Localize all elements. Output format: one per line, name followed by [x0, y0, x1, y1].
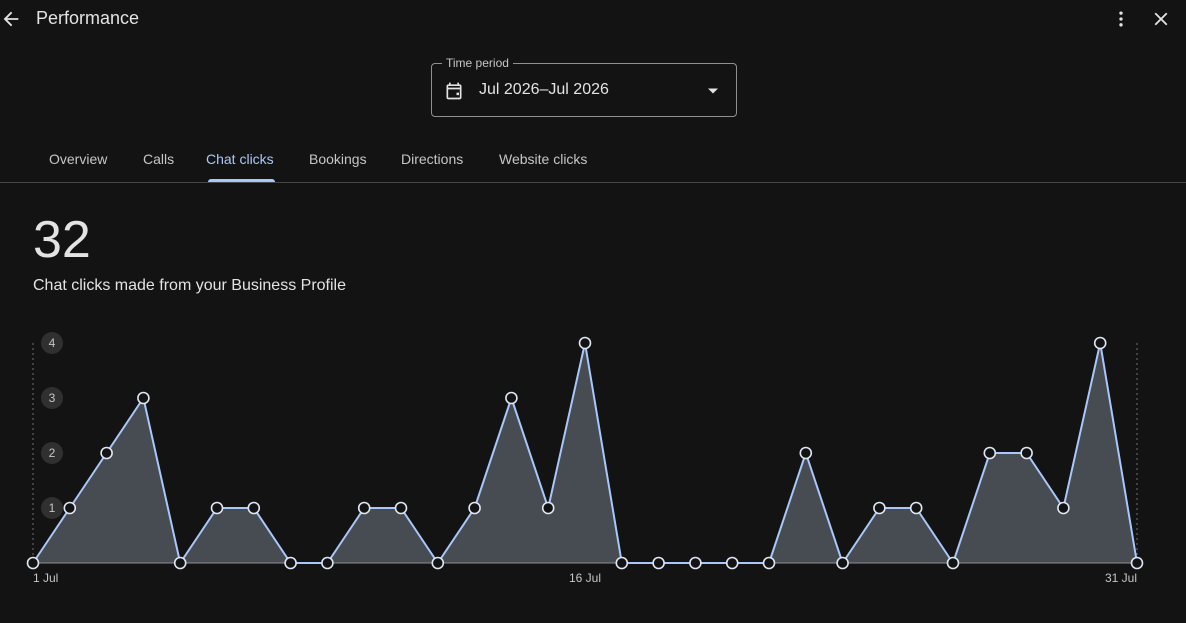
calendar-icon — [444, 81, 464, 101]
data-point — [689, 556, 702, 570]
page-title: Performance — [36, 8, 140, 28]
data-point — [836, 556, 849, 570]
data-point — [1093, 336, 1107, 350]
tab-directions[interactable]: Directions — [401, 151, 464, 167]
data-point — [762, 556, 776, 570]
y-tick-label: 4 — [49, 336, 56, 350]
data-point — [1057, 501, 1070, 515]
time-period-select[interactable]: Jul 2026–Jul 2026 — [431, 63, 737, 117]
x-tick-label: 16 Jul — [569, 571, 601, 585]
tab-overview[interactable]: Overview — [49, 151, 108, 167]
data-point — [799, 446, 813, 460]
data-point — [137, 391, 150, 405]
data-point — [468, 501, 481, 515]
data-point — [247, 501, 261, 515]
summary-caption: Chat clicks made from your Business Prof… — [33, 277, 346, 294]
more-vert-icon[interactable] — [1111, 8, 1131, 30]
y-tick-label: 1 — [49, 501, 56, 515]
data-point — [357, 501, 371, 515]
data-point — [541, 501, 555, 515]
data-point — [431, 556, 445, 570]
y-tick-label: 2 — [49, 446, 56, 460]
y-tick-badge — [41, 387, 63, 409]
time-period-value: Jul 2026–Jul 2026 — [479, 81, 609, 98]
y-tick-badge — [41, 332, 63, 354]
tab-chat-clicks[interactable]: Chat clicks — [206, 151, 274, 167]
data-point — [725, 556, 739, 570]
data-point — [1020, 446, 1033, 460]
dropdown-arrow-icon — [706, 84, 720, 98]
data-point — [505, 391, 518, 405]
data-point — [652, 556, 665, 570]
data-point — [63, 501, 77, 515]
x-tick-label: 31 Jul — [1105, 571, 1137, 585]
data-point — [1130, 556, 1144, 570]
data-point — [100, 446, 113, 460]
chat-clicks-chart: 1 2 3 4 1 Jul 16 Jul 31 Jul — [26, 332, 1144, 585]
time-period-label: Time period — [442, 56, 513, 70]
data-point — [26, 556, 40, 570]
tab-bookings[interactable]: Bookings — [309, 151, 367, 167]
x-tick-label: 1 Jul — [33, 571, 58, 585]
data-point — [909, 501, 923, 515]
tab-calls[interactable]: Calls — [143, 151, 175, 167]
active-tab-indicator — [208, 179, 275, 182]
area-fill — [33, 343, 1137, 563]
back-arrow-icon[interactable] — [0, 8, 22, 30]
data-point — [284, 556, 297, 570]
top-bar: Performance — [0, 0, 1186, 40]
data-point — [873, 501, 886, 515]
close-icon[interactable] — [1150, 8, 1172, 30]
y-tick-label: 3 — [49, 391, 56, 405]
data-point — [983, 446, 997, 460]
tab-bar: Overview Calls Chat clicks Bookings Dire… — [0, 140, 1186, 183]
data-point — [946, 556, 960, 570]
data-point — [615, 556, 629, 570]
y-tick-badge — [41, 442, 63, 464]
data-point — [173, 556, 187, 570]
data-point — [394, 501, 408, 515]
y-tick-badge — [41, 497, 63, 519]
tab-website-clicks[interactable]: Website clicks — [499, 151, 588, 167]
data-point — [210, 501, 224, 515]
data-point — [578, 336, 592, 350]
total-chat-clicks: 32 — [33, 211, 91, 269]
data-point — [321, 556, 334, 570]
